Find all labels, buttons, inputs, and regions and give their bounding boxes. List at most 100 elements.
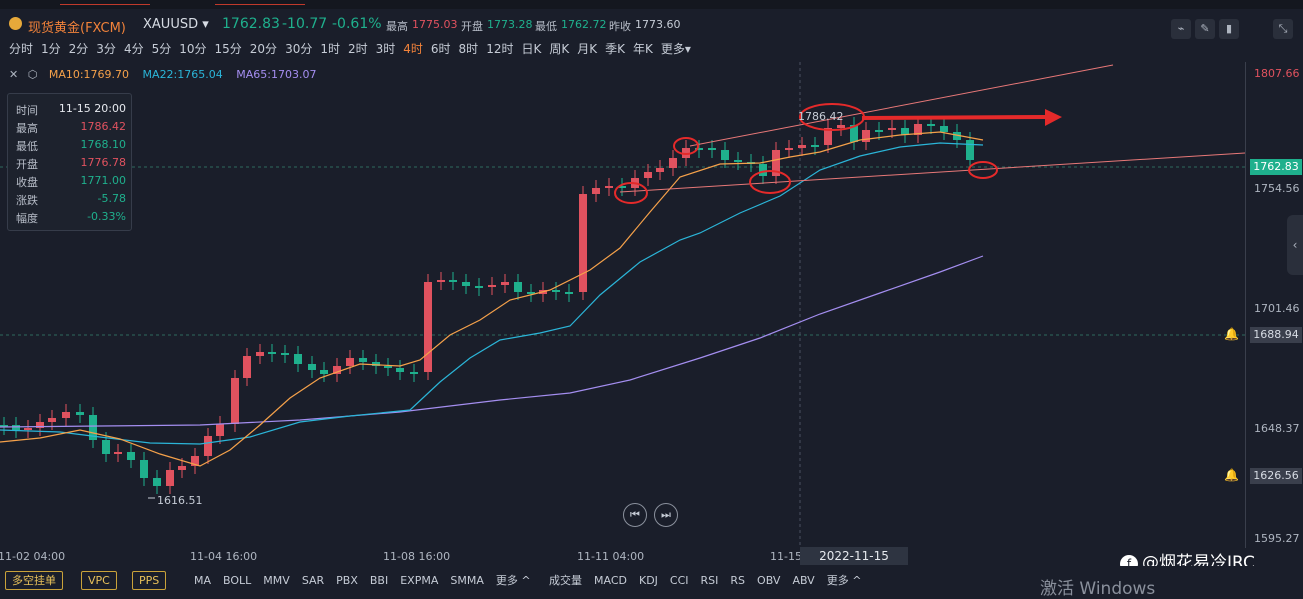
- x-tick: 11-04 16:00: [190, 550, 258, 563]
- sub-indicator-3[interactable]: CCI: [669, 574, 689, 587]
- gold-coin-icon: [9, 17, 22, 30]
- last-price: 1762.83: [222, 16, 280, 32]
- tooltip-key: 开盘: [16, 158, 38, 171]
- sub-indicator-0[interactable]: 成交量: [549, 574, 582, 587]
- pencil-icon[interactable]: ✎: [1195, 19, 1215, 39]
- candle-body: [888, 128, 896, 130]
- candle-body: [501, 282, 509, 285]
- period-22[interactable]: 更多▾: [660, 42, 691, 56]
- period-21[interactable]: 年K: [632, 42, 653, 56]
- candle-type-icon[interactable]: ▮: [1219, 19, 1239, 39]
- period-2[interactable]: 2分: [68, 42, 89, 56]
- candle-body: [24, 428, 32, 430]
- main-indicator-0[interactable]: MA: [194, 574, 212, 587]
- instrument-name[interactable]: 现货黄金(FXCM): [28, 21, 126, 36]
- pps-chip[interactable]: PPS: [132, 571, 167, 590]
- period-11[interactable]: 2时: [347, 42, 368, 56]
- bell-icon[interactable]: 🔔: [1224, 327, 1239, 341]
- candle-body: [243, 356, 251, 378]
- main-indicator-5[interactable]: BBI: [369, 574, 389, 587]
- candle-body: [166, 470, 174, 486]
- time-axis: 11-02 04:00 11-04 16:00 11-08 16:00 11-1…: [0, 548, 1245, 566]
- tooltip-value: 1771.00: [80, 174, 127, 187]
- candle-body: [605, 186, 613, 188]
- ma22-line: [0, 142, 984, 445]
- candle-body: [89, 415, 97, 440]
- symbol-select[interactable]: XAUUSD ▾: [143, 17, 209, 32]
- sub-indicator-1[interactable]: MACD: [594, 574, 627, 587]
- jump-start-icon[interactable]: ⏮: [623, 503, 647, 527]
- line-chart-icon[interactable]: ⌁: [1171, 19, 1191, 39]
- tooltip-value: -0.33%: [87, 210, 126, 223]
- main-indicator-3[interactable]: SAR: [301, 574, 325, 587]
- period-10[interactable]: 1时: [320, 42, 340, 56]
- candle-body: [153, 478, 161, 486]
- period-8[interactable]: 20分: [249, 42, 278, 56]
- sub-indicator-4[interactable]: RSI: [700, 574, 719, 587]
- main-indicator-1[interactable]: BOLL: [223, 574, 252, 587]
- expand-panel-icon[interactable]: ‹: [1287, 215, 1303, 275]
- period-17[interactable]: 日K: [521, 42, 542, 56]
- candle-body: [102, 440, 110, 454]
- period-19[interactable]: 月K: [577, 42, 598, 56]
- sub-indicator-2[interactable]: KDJ: [638, 574, 658, 587]
- candle-body: [424, 282, 432, 372]
- period-3[interactable]: 3分: [96, 42, 116, 56]
- candle-body: [644, 172, 652, 178]
- alert-price-badge[interactable]: 1626.56: [1250, 468, 1302, 484]
- collapse-icon[interactable]: ⤡: [1273, 19, 1293, 39]
- indicator-toolbar: 多空挂单 VPC PPS MA BOLL MMV SAR PBX BBI EXPMA SMMA…: [0, 566, 1303, 597]
- sub-indicator-6[interactable]: OBV: [757, 574, 781, 587]
- period-20[interactable]: 季K: [605, 42, 625, 56]
- period-16[interactable]: 12时: [486, 42, 514, 56]
- jump-end-icon[interactable]: ⏭: [654, 503, 678, 527]
- candle-body: [256, 352, 264, 356]
- y-tick: 1595.27: [1254, 532, 1300, 545]
- ma65-line: [0, 255, 984, 428]
- tooltip-value: 1776.78: [80, 156, 127, 169]
- period-0[interactable]: 分时: [9, 42, 34, 56]
- vpc-chip[interactable]: VPC: [81, 571, 117, 590]
- candle-body: [346, 358, 354, 366]
- main-indicator-4[interactable]: PBX: [336, 574, 358, 587]
- period-13[interactable]: 4时: [403, 42, 423, 56]
- sub-indicator-8[interactable]: 更多 ^: [826, 574, 862, 587]
- tab-stub[interactable]: [60, 0, 150, 5]
- price-chart[interactable]: 1786.42 1616.51: [0, 62, 1246, 548]
- main-indicator-2[interactable]: MMV: [263, 574, 290, 587]
- main-indicator-7[interactable]: SMMA: [450, 574, 484, 587]
- period-12[interactable]: 3时: [375, 42, 396, 56]
- low-marker-text: 1616.51: [157, 494, 203, 507]
- ma10-label: MA10:1769.70: [48, 68, 130, 81]
- sub-indicator-5[interactable]: RS: [730, 574, 746, 587]
- period-18[interactable]: 周K: [549, 42, 570, 56]
- period-5[interactable]: 5分: [151, 42, 172, 56]
- period-1[interactable]: 1分: [41, 42, 61, 56]
- period-15[interactable]: 8时: [458, 42, 479, 56]
- alert-price-badge[interactable]: 1688.94: [1250, 327, 1302, 343]
- bell-icon[interactable]: 🔔: [1224, 468, 1239, 482]
- open-label: 开盘: [461, 20, 483, 33]
- orders-chip[interactable]: 多空挂单: [5, 571, 63, 590]
- candle-body: [308, 364, 316, 370]
- period-9[interactable]: 30分: [285, 42, 313, 56]
- candle-body: [914, 124, 922, 135]
- annotation-arrowhead: [1045, 109, 1062, 126]
- candle-body: [384, 366, 392, 368]
- main-indicator-8[interactable]: 更多 ^: [495, 574, 531, 587]
- period-7[interactable]: 15分: [214, 42, 242, 56]
- candle-body: [12, 425, 20, 430]
- ma22-label: MA22:1765.04: [142, 68, 223, 81]
- candle-body: [940, 126, 948, 132]
- period-14[interactable]: 6时: [430, 42, 451, 56]
- sub-indicator-7[interactable]: ABV: [792, 574, 815, 587]
- candle-body: [127, 452, 135, 460]
- tab-stub[interactable]: [215, 0, 305, 5]
- main-indicator-6[interactable]: EXPMA: [400, 574, 439, 587]
- period-4[interactable]: 4分: [123, 42, 144, 56]
- settings-icon[interactable]: ⬡: [27, 68, 38, 81]
- close-icon[interactable]: ✕: [9, 68, 19, 81]
- period-6[interactable]: 10分: [179, 42, 207, 56]
- x-tick: 11-11 04:00: [577, 550, 645, 563]
- tooltip-value: 11-15 20:00: [58, 102, 126, 115]
